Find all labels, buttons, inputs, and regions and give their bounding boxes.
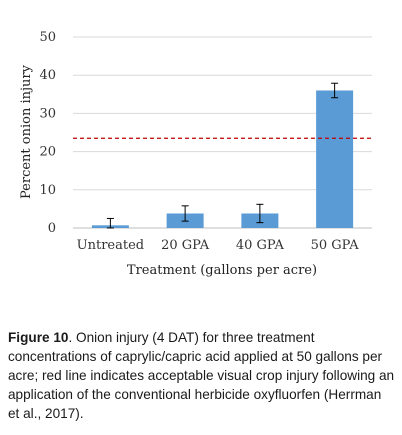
x-tick-label: 40 GPA [236, 238, 285, 253]
y-tick-label: 20 [39, 145, 56, 160]
x-tick-label: 20 GPA [161, 238, 210, 253]
y-tick-label: 30 [39, 106, 56, 121]
figure-caption: Figure 10. Onion injury (4 DAT) for thre… [8, 328, 396, 423]
figure-label: Figure 10 [8, 330, 69, 345]
caption-text: . Onion injury (4 DAT) for three treatme… [8, 330, 395, 421]
x-tick-labels: Untreated 20 GPA 40 GPA 50 GPA [77, 238, 360, 253]
error-bars [106, 82, 339, 229]
y-tick-label: 40 [39, 68, 56, 83]
x-tick-label: 50 GPA [311, 238, 360, 253]
x-tick-label: Untreated [77, 238, 144, 253]
y-tick-label: 10 [39, 183, 56, 198]
bars [91, 90, 354, 228]
y-tick-label: 0 [48, 221, 56, 236]
y-axis-title: Percent onion injury [19, 64, 34, 199]
x-axis-title: Treatment (gallons per acre) [127, 263, 317, 278]
bar [316, 90, 354, 228]
y-tick-label: 50 [39, 30, 56, 45]
y-tick-labels: 0 10 20 30 40 50 [39, 30, 56, 236]
